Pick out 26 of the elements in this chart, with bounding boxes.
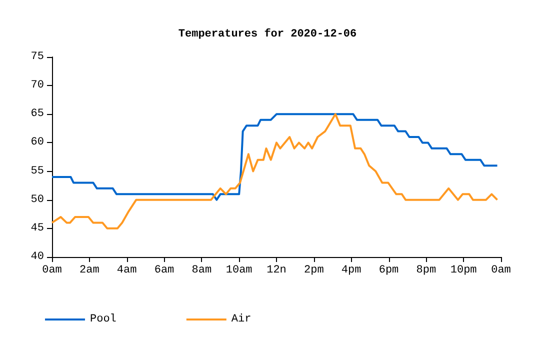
x-tick-label: 10pm — [450, 264, 478, 276]
x-tick-label: 0am — [491, 264, 512, 276]
y-tick-label: 60 — [30, 136, 44, 149]
x-tick-label: 0am — [42, 264, 62, 276]
x-tick-label: 12n — [266, 264, 286, 276]
y-tick-label: 75 — [30, 51, 44, 63]
x-tick-label: 8pm — [416, 264, 436, 276]
x-tick-label: 4am — [116, 264, 138, 276]
x-tick-label: 4pm — [341, 264, 362, 276]
chart-title: Temperatures for 2020-12-06 — [178, 28, 357, 40]
x-tick-label: 2pm — [304, 264, 324, 276]
x-tick-label: 2am — [80, 264, 100, 276]
x-tick-label: 6am — [154, 264, 175, 276]
y-tick-label: 45 — [30, 222, 44, 234]
line-series — [51, 113, 498, 230]
legend-label: Air — [231, 314, 252, 326]
y-tick-label: 40 — [30, 251, 44, 263]
legend-label: Pool — [90, 314, 116, 326]
y-tick-label: 65 — [30, 108, 44, 120]
x-tick-label: 10am — [226, 264, 253, 276]
x-tick-label: 6pm — [378, 264, 400, 276]
line-series — [51, 113, 498, 201]
y-tick-label: 50 — [30, 194, 44, 206]
y-tick-label: 70 — [30, 80, 44, 92]
x-tick-label: 8am — [192, 264, 212, 276]
y-tick-label: 55 — [30, 165, 44, 178]
